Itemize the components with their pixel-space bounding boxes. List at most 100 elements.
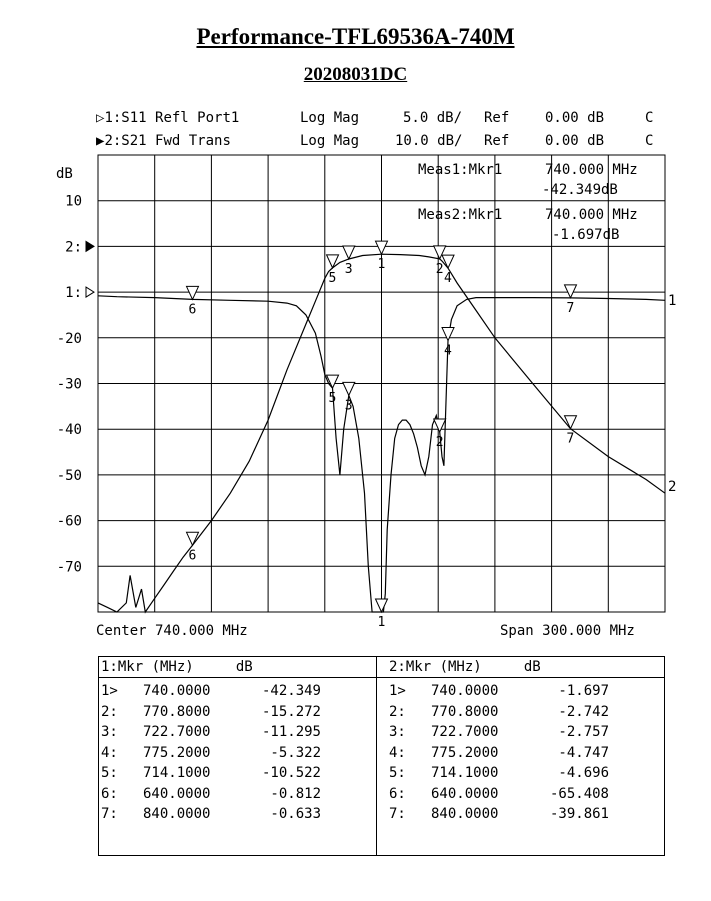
table-cell: 1> [101, 683, 118, 699]
y-tick-label: -40 [57, 422, 82, 438]
table-cell: -0.812 [270, 785, 321, 802]
trace2-ref: 0.00 dB [545, 133, 605, 149]
marker-2-s21-icon [432, 245, 447, 261]
table-cell: 770.8000 [431, 703, 499, 720]
trace2-format: Log Mag [300, 133, 360, 149]
marker-2-s11-label: 2 [436, 435, 444, 450]
table-cell: 740.0000 [143, 683, 211, 699]
marker-5-s21-icon [325, 254, 340, 270]
table-cell: 4: [101, 744, 118, 761]
marker-1-s21-label: 1 [378, 257, 386, 272]
trace1-coupling: C [645, 110, 654, 126]
table-cell: 3: [389, 724, 406, 740]
table-cell: -5.322 [270, 744, 321, 761]
marker-2-s21-label: 2 [436, 262, 444, 277]
table-cell: 2: [101, 703, 118, 720]
marker-2-s11-icon [432, 418, 447, 434]
y-tick-label: -70 [57, 559, 82, 575]
trace2-ref-label: Ref [484, 133, 510, 149]
span-frequency: Span 300.000 MHz [500, 623, 635, 639]
table-cell: 740.0000 [431, 683, 499, 699]
y-tick-label: 2: [65, 239, 82, 255]
table-divider [376, 657, 377, 855]
readout2-value: -1.697dB [552, 227, 619, 243]
chart-subtitle: 20208031DC [303, 64, 408, 85]
marker-4-s11-icon [441, 327, 455, 342]
chart-title: Performance-TFL69536A-740M [196, 24, 515, 49]
marker-5-s21-label: 5 [329, 271, 337, 286]
readout2-freq: 740.000 MHz [545, 207, 638, 223]
trace-s21-line [97, 253, 666, 614]
table-cell: 640.0000 [143, 785, 211, 802]
table-header-line [99, 677, 664, 678]
table-cell: 770.8000 [143, 703, 211, 720]
table-cell: 1> [389, 683, 406, 699]
trace1-label: 1:S11 Refl Port1 [104, 110, 240, 126]
marker-6-s21-icon [185, 531, 200, 547]
trace2-scale: 10.0 dB/ [395, 133, 463, 149]
markers: 1 2 3 4 5 6 7 1 2 3 4 5 6 7 [185, 240, 578, 630]
y-tick-label: -50 [57, 468, 82, 484]
readout1-value: -42.349dB [542, 182, 618, 198]
table-cell: -1.697 [558, 683, 609, 699]
table-cell: 4: [389, 744, 406, 761]
trace1-end-label: 1 [668, 293, 676, 309]
table-cell: -4.747 [558, 744, 609, 761]
trace2-header: ▶2:S21 Fwd Trans [96, 133, 231, 149]
marker-7-s21-icon [563, 415, 578, 430]
trace1-scale: 5.0 dB/ [403, 110, 463, 126]
table-cell: 722.7000 [431, 724, 499, 740]
table-cell: 3: [101, 724, 118, 740]
trace2-coupling: C [645, 133, 654, 149]
table-cell: -2.757 [558, 724, 609, 740]
marker-5-s11-icon [325, 374, 340, 390]
trace1-ref: 0.00 dB [545, 110, 605, 126]
marker-3-s21-icon [342, 245, 356, 261]
table-cell: -0.633 [270, 806, 321, 822]
marker-1-s21-icon [374, 240, 389, 256]
left-table-header: 1:Mkr (MHz) dB [101, 659, 253, 675]
marker-4-s21-icon [441, 254, 455, 270]
table-cell: 775.2000 [143, 744, 211, 761]
trace2-marker: ▶ [96, 133, 105, 149]
y-tick-label: 10 [65, 194, 82, 210]
marker-1-s11-label: 1 [378, 615, 386, 630]
table-cell: 7: [101, 806, 118, 822]
marker-4-s21-label: 4 [444, 271, 452, 286]
table-cell: 6: [389, 785, 406, 802]
table-cell: -39.861 [549, 806, 609, 822]
y-tick-label: -30 [57, 377, 82, 393]
traces [97, 253, 666, 614]
table-cell: -15.272 [261, 703, 321, 720]
marker-6-s11-icon [185, 285, 200, 301]
readout2-label: Meas2:Mkr1 [418, 207, 502, 223]
readout1-label: Meas1:Mkr1 [418, 162, 502, 178]
marker-3-s11-label: 3 [345, 398, 353, 413]
table-cell: 5: [389, 765, 406, 781]
table-cell: -65.408 [549, 785, 609, 802]
marker-6-s11-label: 6 [189, 302, 197, 317]
table-cell: 5: [101, 765, 118, 781]
marker-7-s11-icon [563, 284, 578, 300]
table-cell: 722.7000 [143, 724, 211, 740]
trace1-format: Log Mag [300, 110, 360, 126]
marker-7-s21-label: 7 [567, 432, 575, 447]
marker-1-s11-icon [374, 598, 389, 614]
table-cell: 2: [389, 703, 406, 720]
center-frequency: Center 740.000 MHz [96, 623, 248, 639]
marker-table: 1:Mkr (MHz) dB 2:Mkr (MHz) dB 1> 740.0000… [98, 656, 665, 856]
readout1-freq: 740.000 MHz [545, 162, 638, 178]
marker-4-s11-label: 4 [444, 344, 452, 359]
y-tick-label: 1: [65, 285, 82, 301]
grid [97, 154, 666, 613]
table-cell: -10.522 [261, 765, 321, 781]
trace2-label: 2:S21 Fwd Trans [104, 133, 231, 149]
marker-3-s11-icon [342, 381, 356, 397]
table-cell: 714.1000 [431, 765, 499, 781]
table-cell: -4.696 [558, 765, 609, 781]
y-tick-label: -20 [57, 331, 82, 347]
trace1-ref-label: Ref [484, 110, 510, 126]
table-cell: 840.0000 [143, 806, 211, 822]
marker-3-s21-label: 3 [345, 262, 353, 277]
table-cell: 6: [101, 785, 118, 802]
